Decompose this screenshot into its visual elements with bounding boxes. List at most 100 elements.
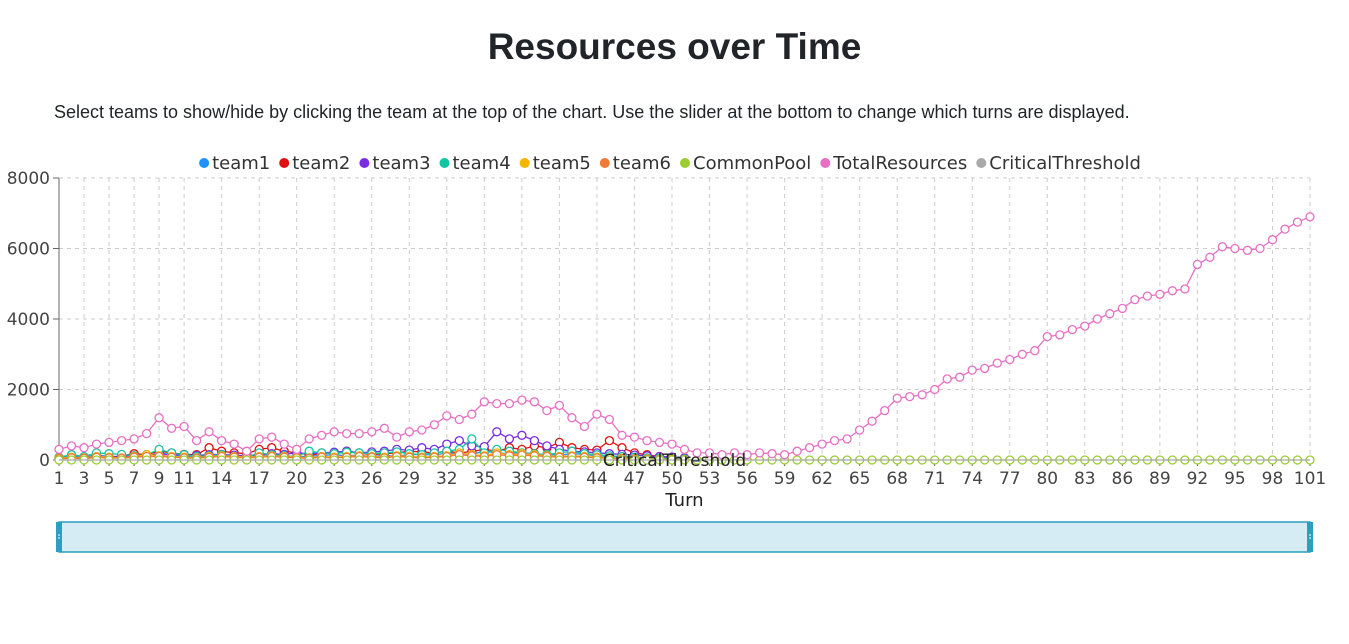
- data-point-totalresources[interactable]: [955, 372, 965, 382]
- data-point-totalresources[interactable]: [279, 439, 289, 449]
- legend-item-team5[interactable]: team5: [519, 153, 591, 174]
- data-point-totalresources[interactable]: [717, 450, 727, 460]
- data-point-totalresources[interactable]: [880, 405, 890, 416]
- data-point-totalresources[interactable]: [1030, 346, 1040, 356]
- data-point-totalresources[interactable]: [704, 448, 715, 458]
- data-point-totalresources[interactable]: [229, 439, 239, 449]
- data-point-totalresources[interactable]: [942, 374, 952, 384]
- data-point-totalresources[interactable]: [66, 441, 77, 451]
- data-point-totalresources[interactable]: [1105, 309, 1115, 319]
- data-point-totalresources[interactable]: [1267, 235, 1278, 245]
- data-point-totalresources[interactable]: [854, 425, 865, 435]
- data-point-team3[interactable]: [529, 435, 540, 446]
- data-point-totalresources[interactable]: [1117, 303, 1127, 314]
- data-point-totalresources[interactable]: [692, 448, 702, 458]
- data-point-totalresources[interactable]: [1255, 243, 1265, 254]
- data-point-totalresources[interactable]: [216, 435, 227, 446]
- data-point-totalresources[interactable]: [754, 448, 765, 458]
- data-point-totalresources[interactable]: [1205, 252, 1215, 262]
- legend-item-team1[interactable]: team1: [199, 153, 270, 174]
- legend-item-team6[interactable]: team6: [599, 153, 671, 174]
- data-point-totalresources[interactable]: [304, 434, 314, 444]
- data-point-team3[interactable]: [542, 441, 552, 451]
- slider-handle-end[interactable]: [1307, 522, 1313, 552]
- data-point-totalresources[interactable]: [379, 423, 389, 433]
- data-point-totalresources[interactable]: [91, 439, 102, 449]
- data-point-totalresources[interactable]: [905, 391, 915, 402]
- data-point-totalresources[interactable]: [579, 421, 590, 432]
- slider-selected-range[interactable]: [58, 521, 1311, 553]
- data-point-totalresources[interactable]: [129, 434, 139, 444]
- data-point-totalresources[interactable]: [179, 421, 189, 432]
- data-point-totalresources[interactable]: [1042, 331, 1052, 342]
- data-point-totalresources[interactable]: [1192, 259, 1203, 270]
- data-point-totalresources[interactable]: [467, 409, 477, 419]
- data-point-totalresources[interactable]: [1067, 324, 1077, 335]
- data-point-totalresources[interactable]: [742, 450, 752, 460]
- data-point-totalresources[interactable]: [1230, 243, 1240, 254]
- data-point-totalresources[interactable]: [1055, 330, 1065, 340]
- data-point-totalresources[interactable]: [1155, 289, 1165, 299]
- data-point-totalresources[interactable]: [79, 443, 89, 453]
- data-point-totalresources[interactable]: [104, 437, 114, 448]
- data-point-totalresources[interactable]: [892, 393, 902, 403]
- data-point-totalresources[interactable]: [829, 435, 840, 446]
- data-point-totalresources[interactable]: [1167, 286, 1178, 296]
- data-point-totalresources[interactable]: [317, 430, 327, 440]
- data-point-totalresources[interactable]: [442, 411, 452, 421]
- data-point-totalresources[interactable]: [517, 395, 527, 405]
- data-point-totalresources[interactable]: [617, 430, 627, 440]
- data-point-team3[interactable]: [454, 435, 464, 446]
- data-point-totalresources[interactable]: [404, 427, 414, 437]
- slider-handle-start[interactable]: [56, 522, 62, 552]
- legend-item-commonpool[interactable]: CommonPool: [680, 153, 811, 174]
- data-point-team3[interactable]: [504, 434, 515, 444]
- data-point-totalresources[interactable]: [242, 446, 252, 456]
- turn-range-slider[interactable]: [56, 521, 1313, 553]
- data-point-totalresources[interactable]: [54, 444, 64, 455]
- data-point-team2[interactable]: [604, 435, 615, 446]
- data-point-totalresources[interactable]: [804, 443, 815, 453]
- data-point-totalresources[interactable]: [342, 428, 352, 439]
- legend-item-team4[interactable]: team4: [439, 153, 511, 174]
- data-point-totalresources[interactable]: [567, 413, 577, 423]
- data-point-totalresources[interactable]: [354, 428, 364, 439]
- data-point-totalresources[interactable]: [154, 413, 164, 423]
- data-point-totalresources[interactable]: [1080, 321, 1090, 331]
- data-point-team3[interactable]: [492, 427, 502, 437]
- slider-handle-bar[interactable]: [1307, 522, 1313, 552]
- legend-item-team3[interactable]: team3: [359, 153, 431, 174]
- data-point-totalresources[interactable]: [554, 400, 565, 411]
- data-point-totalresources[interactable]: [930, 384, 940, 395]
- data-point-totalresources[interactable]: [191, 435, 202, 446]
- data-point-totalresources[interactable]: [629, 432, 640, 442]
- slider-handle-bar[interactable]: [56, 522, 62, 552]
- data-point-totalresources[interactable]: [667, 439, 677, 449]
- data-point-totalresources[interactable]: [454, 414, 464, 425]
- data-point-totalresources[interactable]: [1017, 349, 1027, 359]
- data-point-totalresources[interactable]: [141, 428, 152, 439]
- data-point-totalresources[interactable]: [1217, 242, 1228, 252]
- legend-item-criticalthreshold[interactable]: CriticalThreshold: [976, 153, 1141, 174]
- data-point-totalresources[interactable]: [817, 439, 827, 449]
- data-point-totalresources[interactable]: [1092, 314, 1102, 324]
- data-point-totalresources[interactable]: [1292, 217, 1303, 227]
- data-point-totalresources[interactable]: [479, 397, 489, 407]
- data-point-totalresources[interactable]: [329, 427, 339, 437]
- data-point-totalresources[interactable]: [166, 423, 177, 433]
- data-point-totalresources[interactable]: [867, 416, 877, 426]
- data-point-totalresources[interactable]: [592, 409, 602, 419]
- data-point-totalresources[interactable]: [992, 358, 1002, 368]
- data-point-totalresources[interactable]: [492, 398, 502, 409]
- legend-item-totalresources[interactable]: TotalResources: [820, 153, 967, 174]
- data-point-totalresources[interactable]: [1305, 212, 1315, 222]
- data-point-totalresources[interactable]: [1180, 284, 1190, 294]
- data-point-totalresources[interactable]: [429, 420, 439, 430]
- data-point-totalresources[interactable]: [417, 425, 427, 435]
- data-point-totalresources[interactable]: [367, 427, 377, 437]
- data-point-totalresources[interactable]: [779, 450, 790, 460]
- data-point-totalresources[interactable]: [604, 414, 615, 425]
- data-point-totalresources[interactable]: [679, 444, 690, 455]
- data-point-totalresources[interactable]: [917, 390, 927, 400]
- data-point-totalresources[interactable]: [980, 363, 990, 374]
